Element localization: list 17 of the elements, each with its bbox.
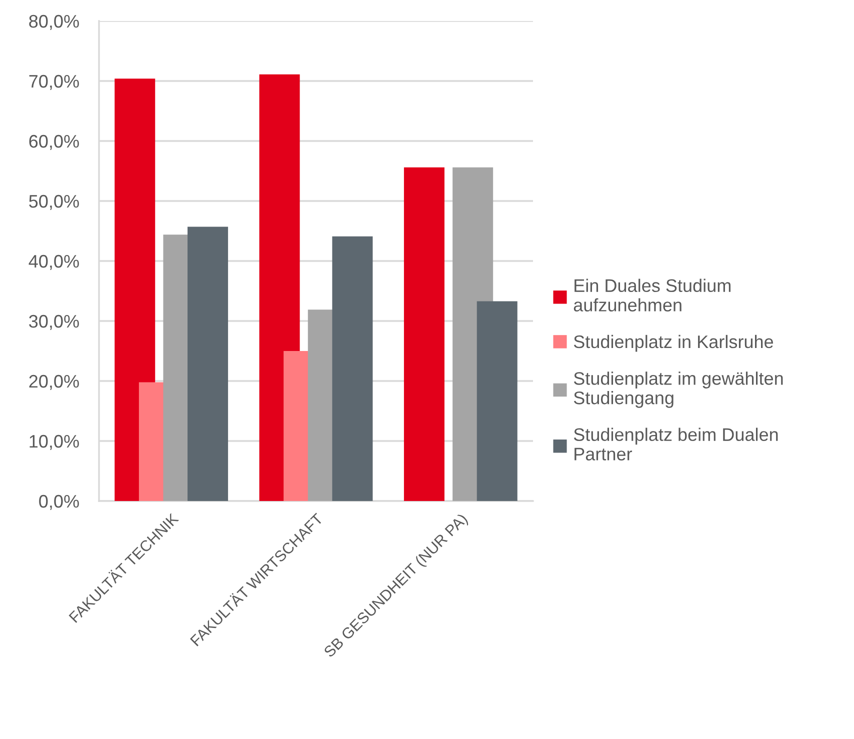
y-tick-label: 20,0% <box>29 374 79 390</box>
bar <box>188 226 228 501</box>
y-tick-label: 40,0% <box>28 254 79 270</box>
y-tick-label: 30,0% <box>29 314 79 330</box>
y-tick-label: 70,0% <box>29 74 79 90</box>
bar <box>332 236 373 501</box>
y-tick-label: 0,0% <box>39 494 79 510</box>
y-tick-label: 60,0% <box>29 134 79 150</box>
y-tick-label: 80,0% <box>29 14 79 30</box>
legend-label: Studienplatz in Karlsruhe <box>574 334 774 352</box>
legend-label: Studienplatz beim Dualen Partner <box>574 428 778 460</box>
legend-label: Studienplatz im gewählten Studiengang <box>574 372 783 408</box>
y-tick-label: 10,0% <box>30 434 79 450</box>
y-tick-label: 50,0% <box>29 194 79 210</box>
legend-label: Ein Duales Studium aufzunehmen <box>574 278 730 312</box>
bar <box>476 301 518 501</box>
bar <box>404 167 444 501</box>
